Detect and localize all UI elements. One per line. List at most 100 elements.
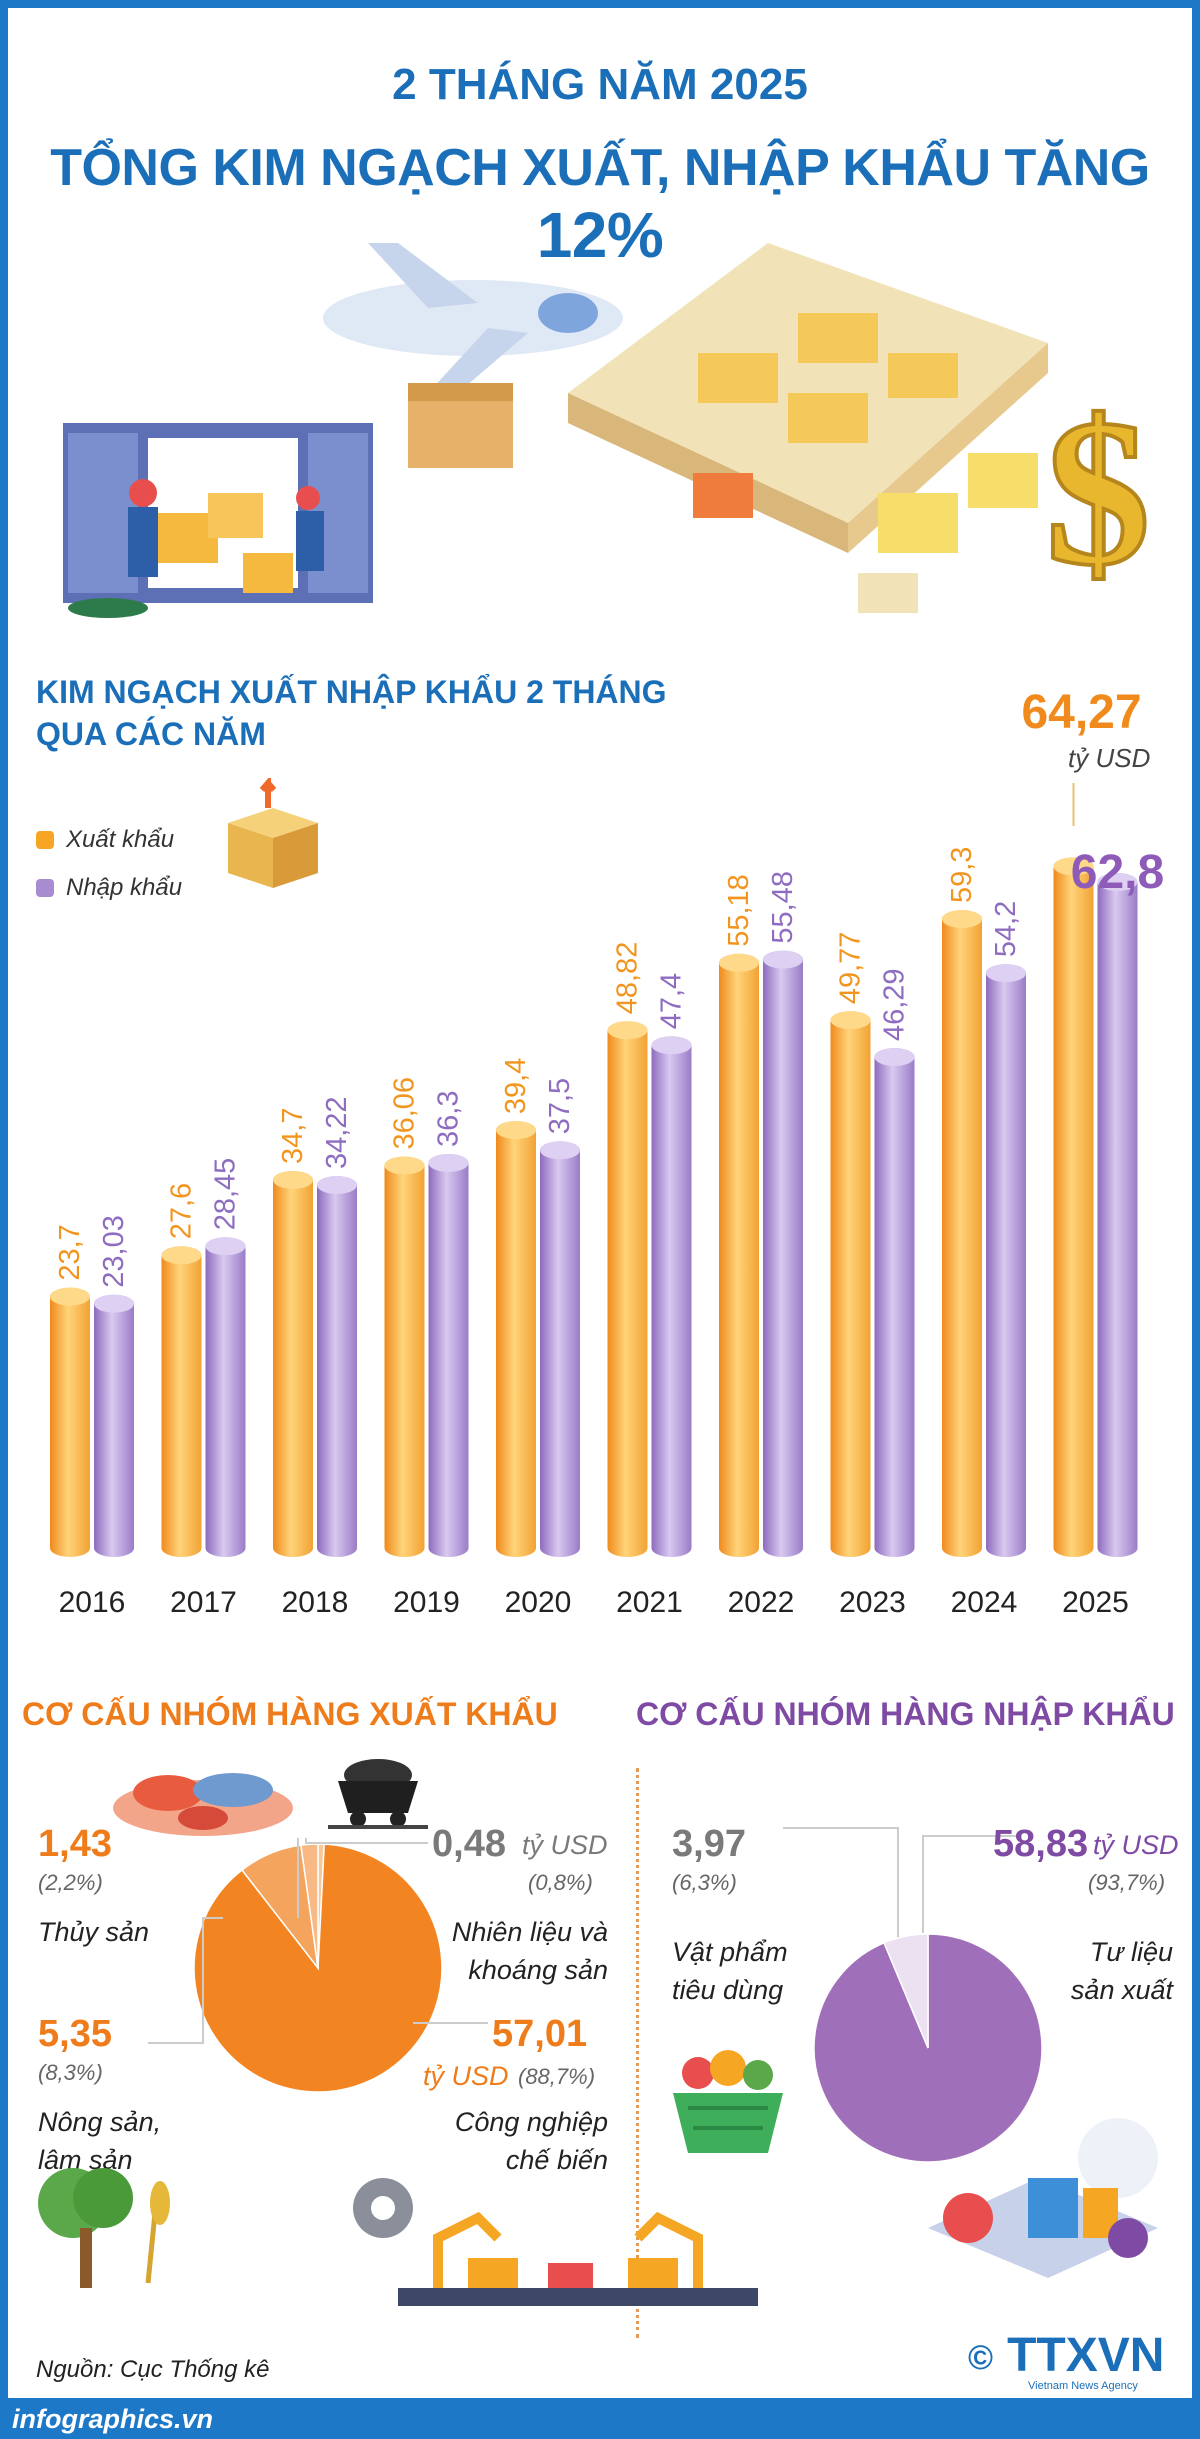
logo-subtitle: Vietnam News Agency bbox=[1028, 2380, 1138, 2392]
seafood-icon bbox=[113, 1773, 293, 1836]
export-value-label-2019: 36,06 bbox=[389, 1077, 421, 1150]
import-bar-cap-2025 bbox=[1097, 872, 1138, 891]
production-goods-label-line2: sản xuất bbox=[1070, 1975, 1173, 2005]
export-bar-2024 bbox=[942, 910, 982, 1557]
export-bar-2023 bbox=[830, 1011, 871, 1557]
export-bar-2018 bbox=[273, 1170, 313, 1557]
import-value-label-2016: 23,03 bbox=[98, 1215, 130, 1288]
legend-item-export: Xuất khẩu bbox=[36, 816, 182, 864]
import-bar-2020 bbox=[540, 1141, 580, 1557]
import-bar-cap-2022 bbox=[763, 950, 803, 969]
import-bar-cap-2018 bbox=[317, 1176, 357, 1195]
import-bar-cap-2021 bbox=[651, 1036, 692, 1055]
import-bar-2016 bbox=[94, 1294, 134, 1557]
ttxvn-logo: © TTXVN bbox=[968, 2328, 1164, 2383]
import-value-label-2021: 47,4 bbox=[656, 973, 688, 1029]
manufacturing-label-line1: Công nghiệp bbox=[454, 2107, 608, 2137]
import-bar-2017 bbox=[205, 1237, 246, 1557]
import-bar-2025 bbox=[1097, 872, 1138, 1557]
consumer-goods-value: 3,97 bbox=[672, 1823, 746, 1865]
infographic-page: 2 THÁNG NĂM 2025 TỔNG KIM NGẠCH XUẤT, NH… bbox=[8, 8, 1192, 2398]
export-value-label-2023: 49,77 bbox=[835, 932, 867, 1005]
manufacturing-pct: (88,7%) bbox=[518, 2064, 596, 2089]
legend-label-import: Nhập khẩu bbox=[66, 874, 183, 901]
year-label-2020: 2020 bbox=[505, 1586, 572, 1618]
export-bar-cap-2023 bbox=[830, 1011, 871, 1030]
export-bar-2025 bbox=[1053, 857, 1094, 1557]
export-value-label-2022: 55,18 bbox=[723, 874, 755, 947]
import-pie-chart bbox=[813, 1933, 1043, 2163]
production-goods-pct: (93,7%) bbox=[1088, 1870, 1166, 1895]
svg-text:$: $ bbox=[1046, 377, 1151, 609]
agri-label-line1: Nông sản, bbox=[38, 2107, 162, 2137]
legend-swatch-export bbox=[36, 831, 54, 849]
export-bar-cap-2024 bbox=[942, 910, 982, 929]
seafood-value: 1,43 bbox=[38, 1823, 112, 1865]
manufacturing-unit: tỷ USD bbox=[423, 2061, 509, 2091]
fuel-label-line1: Nhiên liệu và bbox=[451, 1917, 608, 1947]
export-value-label-2025: 64,27 bbox=[1021, 688, 1141, 739]
dollar-sign-icon: $ bbox=[1044, 375, 1153, 611]
export-bar-cap-2016 bbox=[50, 1287, 90, 1306]
footer-site: infographics.vn bbox=[12, 2404, 214, 2434]
export-bar-2016 bbox=[50, 1287, 90, 1557]
title-line-2: TỔNG KIM NGẠCH XUẤT, NHẬP KHẨU TĂNG 12% bbox=[8, 138, 1192, 272]
export-value-label-2020: 39,4 bbox=[500, 1058, 532, 1114]
import-bar-2023 bbox=[874, 1048, 915, 1557]
package-icon bbox=[228, 778, 318, 888]
import-bar-2024 bbox=[986, 964, 1026, 1557]
import-bar-cap-2019 bbox=[428, 1154, 469, 1172]
import-bar-2018 bbox=[317, 1176, 357, 1557]
bar-chart: 23,7 23,03 2016 27,6 28,45 2017 34,7 34,22 2018 3… bbox=[50, 688, 1164, 1618]
legend-swatch-import bbox=[36, 879, 54, 897]
truck-loading-illustration bbox=[63, 423, 373, 618]
highlight-unit: tỷ USD bbox=[1068, 743, 1151, 773]
manufacturing-label-line2: chế biến bbox=[505, 2145, 608, 2175]
year-label-2021: 2021 bbox=[616, 1586, 683, 1618]
pie-slice-production-goods bbox=[813, 1933, 1043, 2163]
import-bar-cap-2020 bbox=[540, 1141, 580, 1160]
seafood-pct: (2,2%) bbox=[38, 1870, 103, 1895]
chart-legend: Xuất khẩu Nhập khẩu bbox=[36, 816, 182, 912]
title-main-text: TỔNG KIM NGẠCH XUẤT, NHẬP KHẨU TĂNG bbox=[50, 139, 1150, 197]
export-bar-cap-2019 bbox=[384, 1156, 425, 1175]
textile-machinery-icon bbox=[928, 2118, 1158, 2278]
export-value-label-2016: 23,7 bbox=[54, 1224, 86, 1280]
logo-text: TTXVN bbox=[1007, 2329, 1165, 2382]
tree-icon bbox=[38, 2168, 170, 2288]
agri-pct: (8,3%) bbox=[38, 2060, 103, 2085]
export-bar-2020 bbox=[496, 1121, 536, 1557]
production-goods-label-line1: Tư liệu bbox=[1089, 1937, 1173, 1967]
seafood-label: Thủy sản bbox=[38, 1917, 150, 1947]
copyright-symbol: © bbox=[968, 2338, 994, 2377]
shopping-basket-icon bbox=[673, 2050, 783, 2153]
import-structure-title: CƠ CẤU NHÓM HÀNG NHẬP KHẨU bbox=[636, 1696, 1175, 1732]
agri-label-line2: lâm sản bbox=[38, 2145, 133, 2175]
year-label-2024: 2024 bbox=[951, 1586, 1018, 1618]
year-label-2016: 2016 bbox=[59, 1586, 126, 1618]
import-value-label-2022: 55,48 bbox=[767, 871, 799, 944]
year-label-2018: 2018 bbox=[282, 1586, 349, 1618]
export-bar-cap-2020 bbox=[496, 1121, 536, 1140]
import-bar-2021 bbox=[651, 1036, 692, 1557]
export-value-label-2018: 34,7 bbox=[277, 1108, 309, 1164]
export-bar-2017 bbox=[161, 1246, 202, 1557]
export-bar-cap-2022 bbox=[719, 953, 759, 972]
import-value-label-2017: 28,45 bbox=[210, 1158, 242, 1231]
import-value-label-2025: 62,8 bbox=[1071, 846, 1164, 899]
chart-title: KIM NGẠCH XUẤT NHẬP KHẨU 2 THÁNG QUA CÁC… bbox=[36, 671, 736, 755]
import-value-label-2020: 37,5 bbox=[544, 1078, 576, 1134]
pie-slice-consumer-goods bbox=[883, 1933, 929, 2049]
export-bar-cap-2018 bbox=[273, 1170, 313, 1189]
import-value-label-2018: 34,22 bbox=[321, 1096, 353, 1169]
year-label-2022: 2022 bbox=[728, 1586, 795, 1618]
production-goods-unit: tỷ USD bbox=[1093, 1830, 1179, 1860]
consumer-goods-label-line1: Vật phẩm bbox=[672, 1937, 788, 1967]
export-value-label-2021: 48,82 bbox=[612, 942, 644, 1015]
footer-bar: infographics.vn bbox=[0, 2398, 1200, 2439]
import-bar-2019 bbox=[428, 1154, 469, 1557]
year-label-2023: 2023 bbox=[839, 1586, 906, 1618]
import-value-label-2019: 36,3 bbox=[433, 1091, 465, 1147]
factory-robots-icon bbox=[353, 2178, 758, 2306]
header-illustration: $ bbox=[63, 243, 1153, 618]
